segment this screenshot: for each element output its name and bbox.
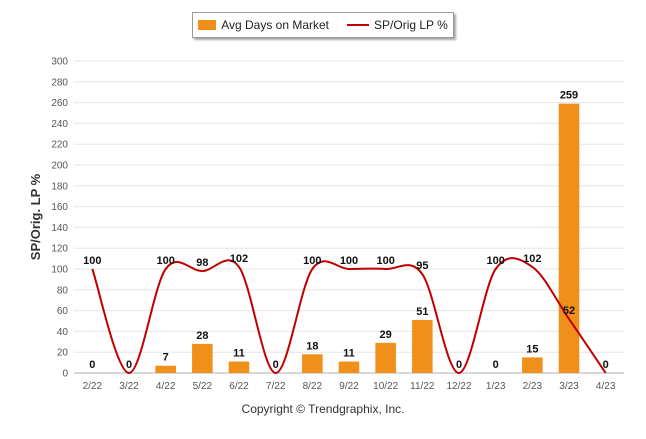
grid-lines (74, 60, 624, 374)
line-data-label: 98 (196, 257, 208, 269)
y-axis-title: SP/Orig. LP % (28, 173, 43, 260)
line-data-label: 100 (156, 255, 174, 267)
legend-line-swatch (347, 24, 370, 26)
bar-data-label: 28 (196, 330, 208, 342)
axes: 0204060801001201401601802002202402602803… (51, 57, 616, 393)
bar (558, 103, 580, 373)
bar-data-label: 0 (273, 359, 279, 371)
bar-data-label: 51 (416, 306, 428, 318)
line-data-label: 100 (340, 255, 358, 267)
y-tick-label: 100 (51, 265, 68, 276)
bar-data-label: 18 (306, 340, 318, 352)
x-tick-label: 9/22 (339, 381, 359, 392)
copyright-footer: Copyright © Trendgraphix, Inc. (241, 402, 405, 416)
bar-data-label: 29 (380, 329, 392, 341)
bar-series (155, 103, 580, 373)
y-tick-label: 180 (51, 181, 68, 192)
bar (375, 342, 396, 373)
x-tick-label: 10/22 (373, 381, 398, 392)
y-tick-label: 20 (57, 348, 69, 359)
data-labels: 0 0 7 28 11 0 18 11 29 51 0 0 15 259 0 100 100 98 102 100 10… (83, 90, 609, 371)
bar-data-label: 7 (163, 352, 169, 364)
bar-data-label: 11 (343, 348, 355, 360)
y-tick-label: 260 (51, 98, 68, 109)
y-tick-label: 60 (57, 306, 69, 317)
x-tick-label: 11/22 (410, 381, 435, 392)
x-tick-label: 2/23 (523, 381, 543, 392)
x-tick-label: 4/23 (596, 381, 616, 392)
x-tick-label: 2/22 (83, 381, 103, 392)
bar-data-label: 259 (560, 90, 578, 102)
y-tick-label: 280 (51, 77, 68, 88)
y-tick-label: 160 (51, 202, 68, 213)
bar (338, 361, 360, 373)
bar (412, 319, 433, 373)
line-data-label: 52 (563, 305, 575, 317)
line-series (91, 257, 607, 375)
y-tick-label: 80 (57, 285, 69, 296)
x-tick-label: 6/22 (229, 381, 249, 392)
bar-data-label: 0 (603, 359, 609, 371)
bar-data-label: 0 (126, 359, 132, 371)
bar-data-label: 0 (89, 359, 95, 371)
y-tick-label: 200 (51, 161, 68, 172)
line-data-label: 102 (523, 253, 541, 265)
y-tick-label: 300 (51, 57, 68, 68)
x-tick-label: 1/23 (486, 381, 506, 392)
legend-item-bar: Avg Days on Market (198, 18, 329, 32)
x-tick-label: 7/22 (266, 381, 286, 392)
x-tick-label: 4/22 (156, 381, 176, 392)
bar (155, 365, 176, 373)
line-data-label: 100 (303, 255, 321, 267)
legend-bar-label: Avg Days on Market (221, 18, 330, 32)
line-data-label: 100 (83, 255, 101, 267)
y-tick-label: 140 (51, 223, 68, 234)
x-tick-label: 8/22 (303, 381, 323, 392)
x-tick-label: 3/23 (559, 381, 579, 392)
x-tick-label: 5/22 (193, 381, 213, 392)
y-tick-label: 240 (51, 119, 68, 130)
series-line (91, 257, 607, 375)
line-data-label: 100 (376, 255, 394, 267)
x-tick-label: 12/22 (446, 381, 471, 392)
legend-item-line: SP/Orig LP % (347, 18, 448, 32)
bar-data-label: 15 (526, 343, 538, 355)
x-tick-label: 3/22 (119, 381, 139, 392)
y-tick-label: 220 (51, 140, 68, 151)
bar-data-label: 0 (456, 359, 462, 371)
bar (192, 343, 213, 373)
y-tick-label: 0 (62, 369, 68, 380)
line-data-label: 100 (486, 255, 504, 267)
bar-data-label: 0 (493, 359, 499, 371)
bar (522, 357, 543, 373)
bar (228, 361, 250, 373)
legend-line-label: SP/Orig LP % (374, 18, 448, 32)
y-tick-label: 120 (51, 244, 68, 255)
line-data-label: 102 (230, 253, 248, 265)
bar-data-label: 11 (233, 348, 245, 360)
y-tick-label: 40 (57, 327, 69, 338)
line-data-label: 95 (416, 260, 428, 272)
legend-bar-swatch (198, 20, 217, 30)
bar (302, 354, 323, 373)
legend: Avg Days on Market SP/Orig LP % (192, 12, 454, 38)
